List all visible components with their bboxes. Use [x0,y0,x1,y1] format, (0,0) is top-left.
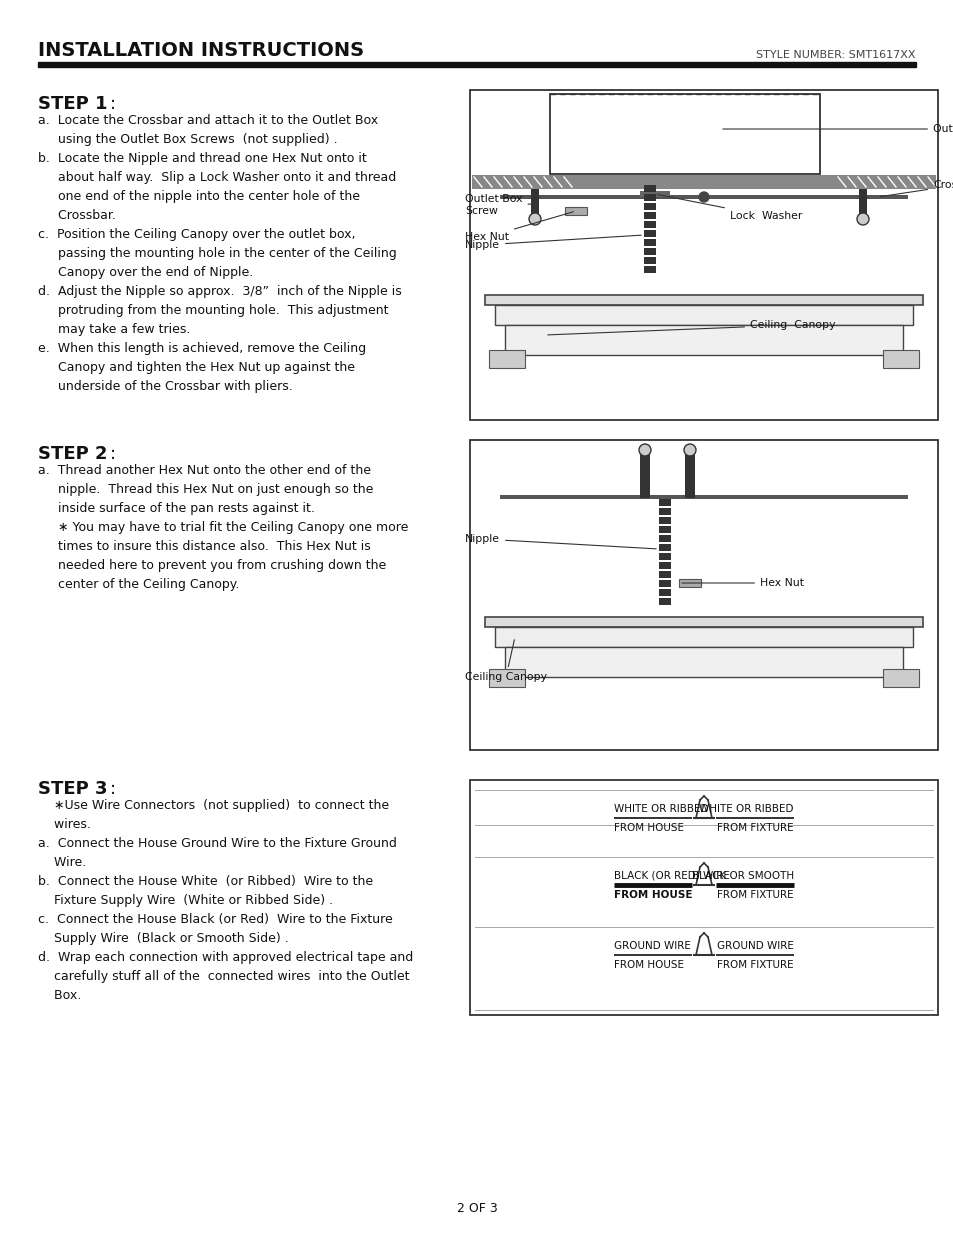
Text: Ceiling Canopy: Ceiling Canopy [464,640,546,682]
Bar [470,90,937,420]
Bar [472,175,935,189]
Text: GROUND WIRE: GROUND WIRE [614,941,690,951]
Text: WHITE OR RIBBED: WHITE OR RIBBED [699,804,793,814]
Bar [659,535,670,542]
Text: Lock  Washer: Lock Washer [657,195,801,221]
Bar [531,189,538,219]
Bar [882,350,918,368]
Text: STEP 1: STEP 1 [38,95,108,112]
Bar [659,553,670,559]
Circle shape [856,212,868,225]
Text: Crossbar: Crossbar [880,180,953,196]
Bar [484,618,923,627]
Bar [484,295,923,305]
Bar [470,440,937,750]
Bar [489,350,524,368]
Text: Nipple: Nipple [464,235,640,249]
Circle shape [529,212,540,225]
Bar [643,266,656,273]
Text: GROUND WIRE: GROUND WIRE [717,941,793,951]
Bar [504,325,902,354]
Text: FROM FIXTURE: FROM FIXTURE [717,890,793,900]
Text: ∗Use Wire Connectors  (not supplied)  to connect the
    wires.
a.  Connect the : ∗Use Wire Connectors (not supplied) to c… [38,799,413,1002]
Text: INSTALLATION INSTRUCTIONS: INSTALLATION INSTRUCTIONS [38,41,364,61]
Text: Hex Nut: Hex Nut [681,578,803,588]
Bar [659,517,670,524]
Bar [639,191,669,198]
Bar [470,781,937,1015]
Bar [643,203,656,210]
Text: :: : [110,95,116,112]
Bar [550,94,820,174]
Bar [643,194,656,201]
Bar [643,240,656,246]
Bar [659,543,670,551]
Bar [495,627,912,647]
Text: :: : [110,781,116,798]
Bar [659,598,670,605]
Text: WHITE OR RIBBED: WHITE OR RIBBED [614,804,708,814]
Text: STYLE NUMBER: SMT1617XX: STYLE NUMBER: SMT1617XX [756,49,915,61]
Bar [684,450,695,498]
Circle shape [683,445,696,456]
Text: a.  Thread another Hex Nut onto the other end of the
     nipple.  Thread this H: a. Thread another Hex Nut onto the other… [38,464,408,592]
Bar [882,669,918,687]
Bar [858,189,866,219]
Bar [659,580,670,587]
Text: BLACK OR SMOOTH: BLACK OR SMOOTH [691,871,793,881]
Bar [643,257,656,264]
Bar [499,195,907,199]
Bar [564,207,586,215]
Text: a.  Locate the Crossbar and attach it to the Outlet Box
     using the Outlet Bo: a. Locate the Crossbar and attach it to … [38,114,401,393]
Text: FROM FIXTURE: FROM FIXTURE [717,960,793,969]
Bar [643,221,656,228]
Bar [643,230,656,237]
Bar [659,499,670,506]
Bar [489,669,524,687]
Bar [495,305,912,325]
Text: Nipple: Nipple [464,534,656,548]
Circle shape [639,445,650,456]
Bar [504,647,902,677]
Bar [659,589,670,597]
Text: FROM FIXTURE: FROM FIXTURE [717,823,793,832]
Text: FROM HOUSE: FROM HOUSE [614,890,692,900]
Text: BLACK (OR RED) WIRE: BLACK (OR RED) WIRE [614,871,729,881]
Bar [643,212,656,219]
Bar [659,526,670,534]
Text: FROM HOUSE: FROM HOUSE [614,960,683,969]
Circle shape [699,191,708,203]
Bar [659,562,670,569]
Text: Ceiling  Canopy: Ceiling Canopy [547,320,835,335]
Bar [679,579,700,587]
Text: FROM HOUSE: FROM HOUSE [614,823,683,832]
Bar [643,248,656,254]
Text: STEP 3: STEP 3 [38,781,108,798]
Text: STEP 2: STEP 2 [38,445,108,463]
Text: 2 OF 3: 2 OF 3 [456,1202,497,1215]
Text: Hex Nut: Hex Nut [464,211,573,242]
Bar [643,185,656,191]
Bar [659,571,670,578]
Bar [499,495,907,499]
Text: Outlet Box
Screw: Outlet Box Screw [464,194,532,216]
Text: Outlet Box: Outlet Box [722,124,953,135]
Bar [38,62,915,67]
Bar [659,508,670,515]
Bar [639,450,649,498]
Text: :: : [110,445,116,463]
